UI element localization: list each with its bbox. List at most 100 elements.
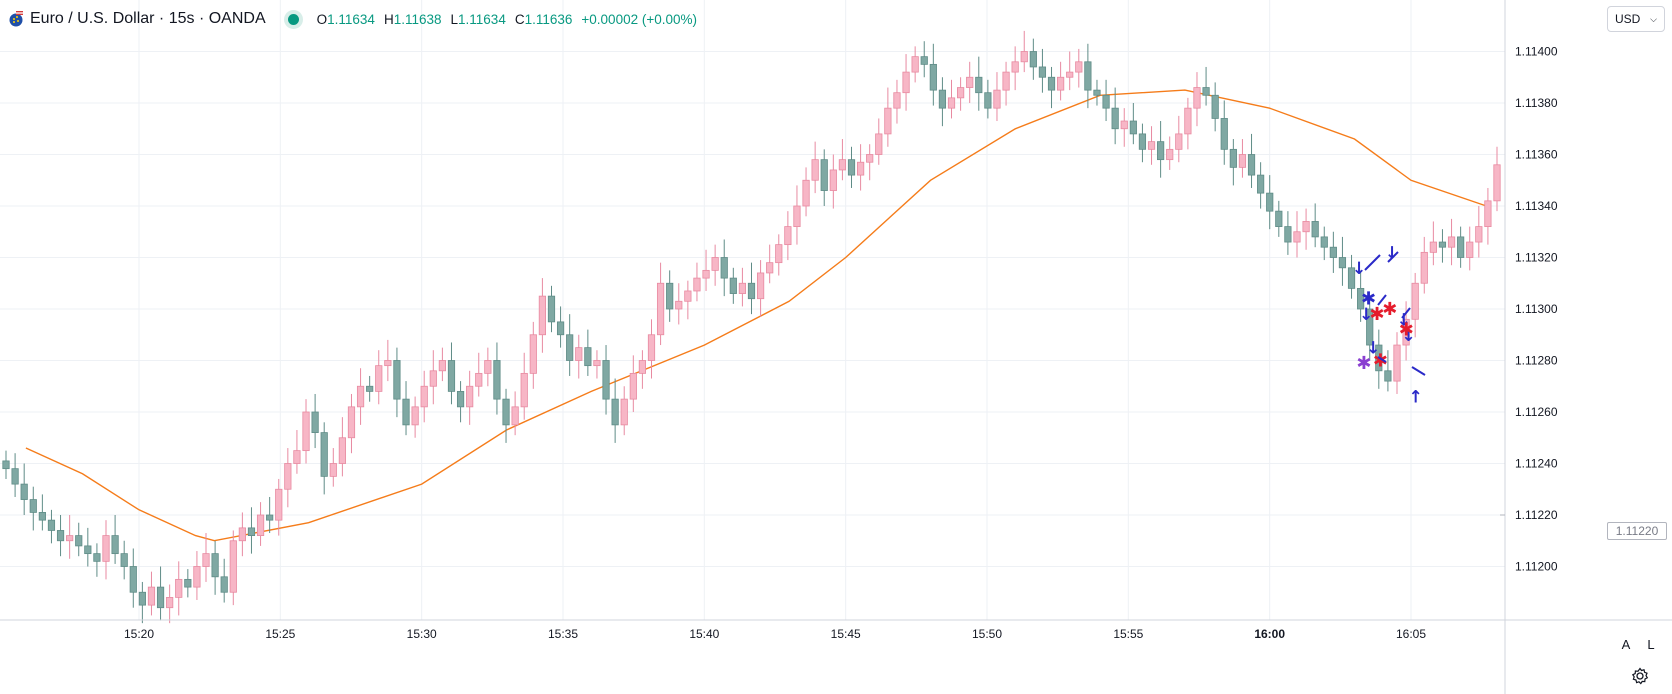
- candle-body: [156, 586, 165, 609]
- candle: [756, 260, 765, 317]
- candle: [811, 141, 819, 194]
- x-tick-label: 15:25: [265, 627, 295, 641]
- auto-scale-button[interactable]: A: [1621, 636, 1631, 652]
- candle: [929, 43, 937, 106]
- candle: [656, 262, 665, 346]
- candle-body: [1393, 344, 1401, 382]
- candle: [966, 61, 974, 103]
- candle-body: [102, 535, 110, 562]
- x-tick-label: 15:45: [831, 627, 861, 641]
- candle-body: [1175, 133, 1183, 150]
- gear-icon[interactable]: [1630, 666, 1650, 686]
- candle-body: [1211, 94, 1219, 119]
- low-value: 1.11634: [458, 11, 506, 27]
- candle: [856, 144, 865, 191]
- candle-body: [1111, 107, 1119, 130]
- candle-body: [138, 591, 146, 606]
- candle: [402, 381, 410, 436]
- candle: [1475, 206, 1483, 258]
- candle-body: [575, 347, 583, 361]
- candle-body: [166, 597, 174, 609]
- candle: [1084, 43, 1092, 109]
- y-tick-label: 1.11340: [1515, 199, 1558, 213]
- candle: [484, 347, 492, 387]
- candle-body: [647, 334, 656, 361]
- annotation-stroke: [1387, 251, 1399, 263]
- candle: [1447, 218, 1456, 266]
- candle: [829, 154, 837, 209]
- candle-body: [38, 512, 46, 521]
- candle-body: [1302, 221, 1310, 233]
- candle-body: [993, 89, 1001, 109]
- candle-body: [129, 566, 137, 593]
- currency-label: USD: [1615, 12, 1641, 26]
- candle-body: [702, 269, 710, 279]
- candle-body: [511, 406, 519, 426]
- annotation-mark: ↓: [1397, 310, 1411, 330]
- candle: [2, 450, 10, 479]
- candle: [1029, 38, 1037, 80]
- candle: [1438, 229, 1447, 263]
- candle-body: [1311, 221, 1319, 238]
- annotation-mark: ✱: [1356, 353, 1371, 374]
- close-label: C: [514, 11, 525, 27]
- x-tick-label: 15:55: [1113, 627, 1143, 641]
- candle-body: [875, 133, 883, 155]
- candle: [284, 448, 292, 508]
- candle-body: [784, 226, 792, 246]
- grid: [0, 0, 1505, 620]
- candle-body: [756, 272, 765, 300]
- annotation-mark: ↓: [1402, 326, 1416, 346]
- candle: [1038, 48, 1047, 93]
- candle-body: [1257, 174, 1265, 194]
- candle: [1402, 301, 1410, 361]
- candle: [1202, 66, 1210, 106]
- candle-body: [1120, 120, 1128, 130]
- candle: [820, 149, 828, 206]
- candle: [993, 72, 1001, 122]
- candle: [1220, 100, 1228, 165]
- candle-body: [629, 372, 637, 400]
- candle-body: [1020, 51, 1028, 63]
- candle: [1166, 136, 1174, 170]
- candle-body: [1102, 94, 1110, 109]
- candle-body: [1229, 148, 1237, 168]
- candle: [184, 569, 192, 598]
- candle-body: [1157, 141, 1165, 161]
- candle-body: [475, 372, 483, 387]
- candle: [1493, 146, 1501, 212]
- candle: [138, 581, 146, 624]
- candle: [847, 146, 856, 188]
- candles: [2, 30, 1501, 624]
- candle-body: [847, 159, 856, 176]
- candle-body: [1147, 141, 1156, 150]
- y-tick-label: 1.11400: [1515, 45, 1558, 59]
- candle-body: [638, 360, 647, 374]
- symbol-title[interactable]: Euro / U.S. Dollar · 15s · OANDA: [30, 10, 266, 27]
- candle: [29, 486, 37, 531]
- candle: [75, 522, 83, 557]
- candle: [211, 540, 219, 595]
- annotation-stroke: [1364, 254, 1381, 271]
- annotation-mark: ↑: [1409, 388, 1423, 408]
- candle: [866, 144, 874, 181]
- candle-body: [838, 159, 847, 171]
- candle-body: [393, 360, 401, 400]
- candle-body: [493, 360, 501, 400]
- y-tick-label: 1.11260: [1515, 405, 1558, 419]
- currency-selector[interactable]: USD ⌵: [1607, 6, 1665, 32]
- candle: [947, 79, 956, 119]
- candle: [366, 375, 374, 402]
- candle-body: [366, 385, 374, 392]
- log-scale-button[interactable]: L: [1647, 636, 1655, 652]
- annotation-mark: ✱: [1382, 299, 1397, 320]
- candle-body: [11, 468, 19, 485]
- candle: [1420, 236, 1428, 294]
- candle: [1129, 103, 1137, 145]
- candle: [256, 502, 265, 546]
- candle-body: [311, 411, 319, 434]
- candle: [20, 463, 28, 515]
- candle-body: [693, 277, 701, 292]
- candle-body: [447, 360, 456, 392]
